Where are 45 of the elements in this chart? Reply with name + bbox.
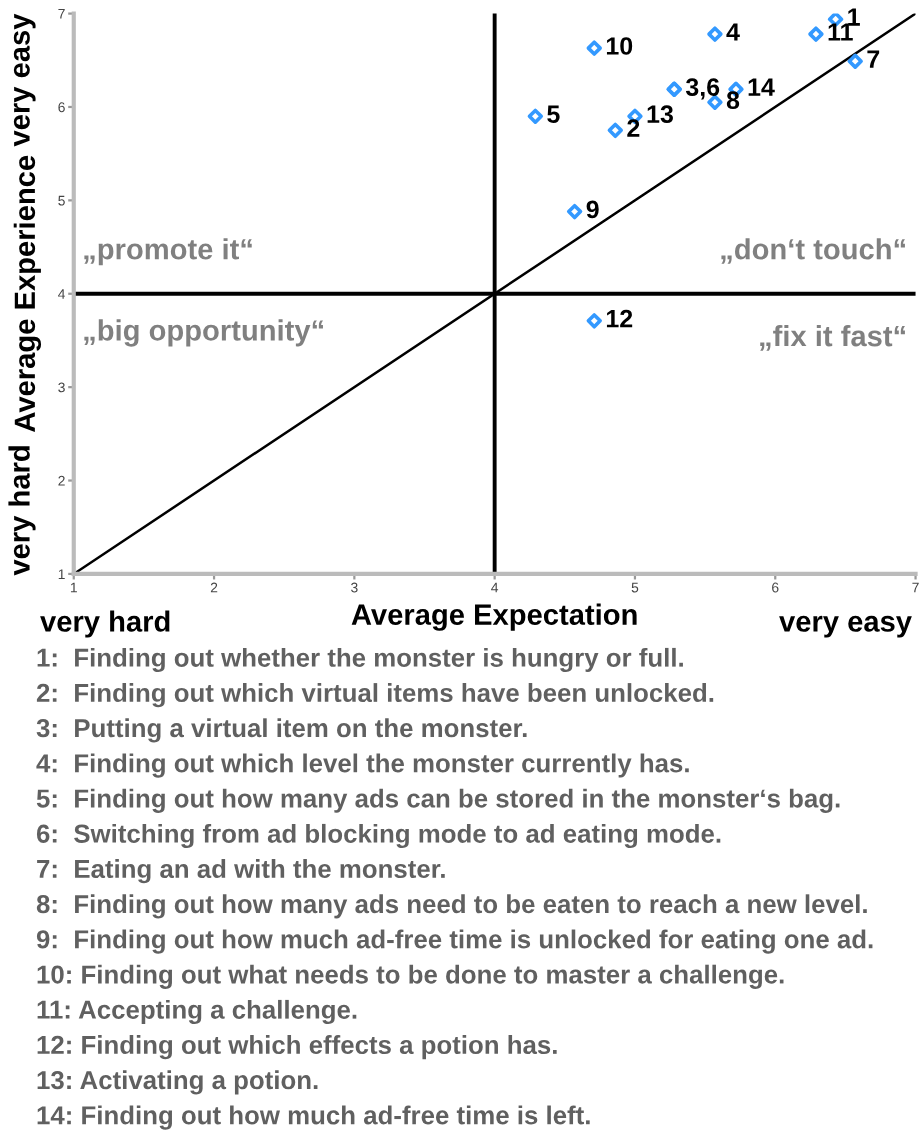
point: [586, 313, 602, 329]
text: 8: Finding out how many ads need to be eaten to reach a new level.: [36, 894, 867, 919]
annotation: 8: [726, 91, 740, 110]
annotation: 14: [748, 78, 775, 96]
annotation: „don‘t touch“: [721, 238, 905, 264]
text: 4: Finding out which level the monster currently has.: [36, 753, 689, 778]
annotation: 2: [627, 119, 640, 137]
text: 12: Finding out which effects a potion has.: [37, 1035, 557, 1060]
point: [607, 122, 624, 139]
point: [586, 40, 602, 56]
text: 13: Activating a potion.: [37, 1070, 318, 1095]
annotation: „fix it fast“: [760, 324, 905, 351]
text: very easy: [13, 13, 36, 147]
text: 3: Putting a virtual item on the monster.: [36, 718, 527, 743]
annotation: 9: [586, 200, 599, 219]
text: 11: Accepting a challenge.: [37, 999, 357, 1025]
annotation: 13: [647, 105, 673, 124]
annotation: 5: [547, 105, 560, 124]
text: 5: Finding out how many ads can be stored in the monster‘s bag.: [36, 788, 840, 813]
point: [808, 26, 824, 42]
annotation: 10: [606, 37, 633, 55]
annotation: „big opportunity“: [84, 319, 324, 347]
text: 9: Finding out how much ad-free time is unlocked for eating one ad.: [36, 929, 873, 954]
annotation: 7: [867, 50, 880, 68]
text: 14: Finding out how much ad-free time is left.: [37, 1105, 590, 1130]
annotation: „promote it“: [84, 238, 252, 266]
y-axis-title: Average Experience: [13, 155, 42, 432]
text: 2: Finding out which virtual items have been unlocked.: [36, 683, 714, 708]
text: 10: Finding out what needs to be done to master a challenge.: [37, 964, 784, 989]
annotation: 1: [848, 8, 860, 26]
text: very easy: [779, 615, 912, 638]
x-axis-title: Average Expectation: [351, 603, 637, 631]
text: very hard: [8, 446, 36, 576]
annotation: 4: [726, 23, 740, 41]
text: 1: Finding out whether the monster is hungry or full.: [37, 647, 683, 673]
point: [566, 203, 583, 220]
annotation: 11: [828, 23, 853, 41]
annotation: 3,6: [685, 78, 720, 100]
text: very hard: [40, 610, 170, 638]
point: [527, 108, 544, 125]
annotation: 12: [606, 309, 633, 328]
text: 7: Eating an ad with the monster.: [37, 859, 445, 884]
point: [847, 53, 863, 69]
point: [707, 26, 723, 42]
text: 6: Switching from ad blocking mode to ad eating mode.: [36, 823, 721, 849]
